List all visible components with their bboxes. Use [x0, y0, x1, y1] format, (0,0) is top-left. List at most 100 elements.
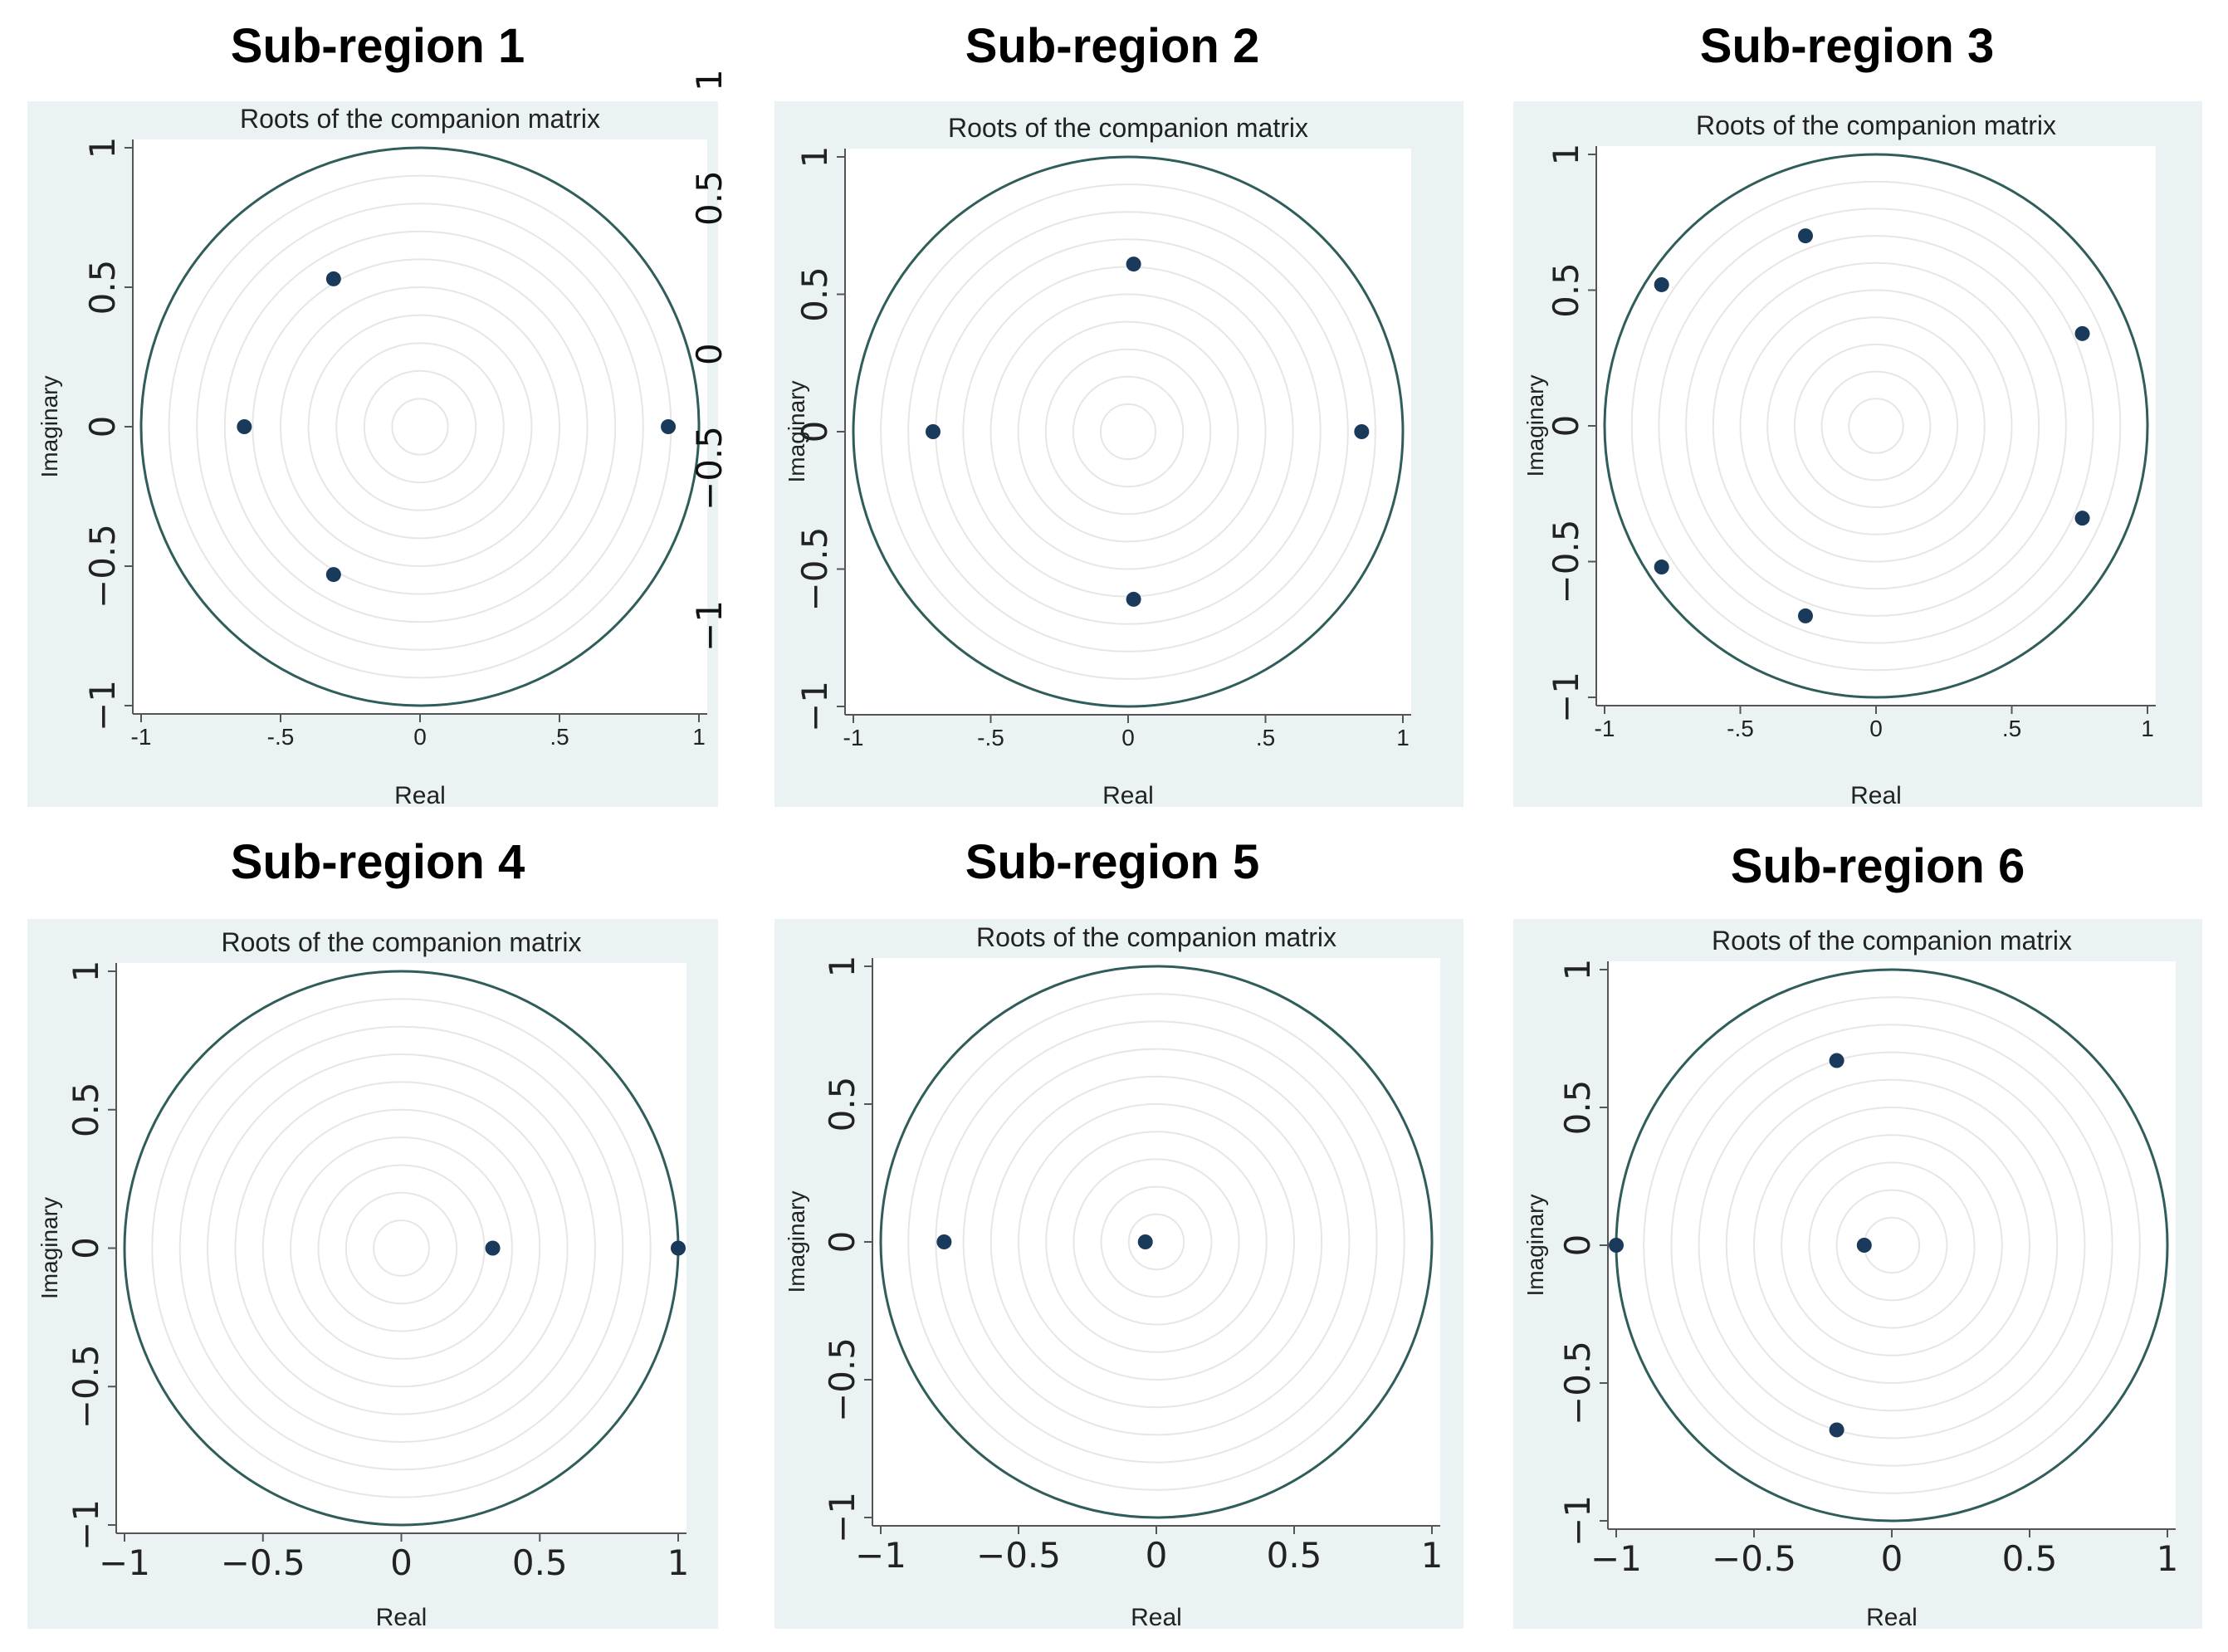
root-point	[1609, 1238, 1624, 1253]
y-tick-label: 0	[794, 421, 835, 443]
unit-circle	[852, 155, 1405, 708]
chart-svg-4: Roots of the companion matrix −1 −0.5 0 0.5 1…	[27, 919, 718, 1629]
x-tick-label: .5	[1256, 725, 1275, 750]
y-tick-label: 1	[822, 956, 862, 978]
x-axis-label: Real	[1850, 782, 1902, 807]
root-point	[2074, 511, 2090, 526]
grid-circle	[1766, 316, 1986, 535]
root-point	[1654, 276, 1669, 292]
grid-circle	[989, 293, 1267, 570]
y-tick-label: 0.5	[1557, 1080, 1598, 1136]
grid-circle	[1018, 1103, 1295, 1381]
root-point	[936, 1234, 952, 1249]
grid-circle	[1630, 180, 2122, 672]
grid-circle	[1100, 1185, 1213, 1298]
root-point	[925, 424, 941, 439]
x-tick-label: −1	[1590, 1538, 1642, 1579]
chart-panel-4: Roots of the companion matrix −1 −0.5 0 0.5 1…	[27, 919, 718, 1629]
grid-circle	[1072, 1158, 1240, 1326]
grid-circle	[1127, 1213, 1185, 1271]
unit-circle	[879, 965, 1434, 1519]
root-point	[2074, 325, 2090, 341]
y-tick-label: −0.5	[66, 1344, 106, 1429]
plot-area	[133, 139, 707, 714]
x-tick-label: 0	[1146, 1535, 1168, 1576]
chart-svg-5: Roots of the companion matrix −1 −0.5 0 0.5 1…	[774, 919, 1463, 1629]
y-tick-label: 0.5	[794, 266, 835, 322]
y-tick-label: −1	[1546, 672, 1586, 723]
chart-svg-2: Roots of the companion matrix-1 -.5 0.5 110…	[774, 101, 1463, 807]
x-tick-label: 1	[692, 724, 706, 750]
grid-circle	[1753, 1107, 2030, 1384]
root-point	[237, 419, 252, 434]
y-axis-label: Imaginary	[37, 1197, 62, 1299]
y-tick-label: −1	[66, 1499, 106, 1551]
region-title-6: Sub-region 6	[1730, 839, 2025, 893]
y-tick-label: −1	[82, 680, 123, 731]
x-tick-label: -1	[1595, 716, 1615, 741]
region-title-2: Sub-region 2	[965, 19, 1260, 73]
y-tick-label: 1	[1557, 959, 1598, 981]
grid-circle	[1820, 370, 1932, 481]
y-tick-label: 0	[82, 416, 123, 438]
x-tick-label: 0.5	[2002, 1538, 2058, 1579]
y-tick-label: 0.5	[82, 260, 123, 315]
x-axis-label: Real	[1102, 782, 1154, 807]
grid-circle	[290, 1136, 513, 1360]
region-title-3: Sub-region 3	[1699, 19, 1995, 73]
grid-circle	[1725, 1078, 2059, 1412]
root-point	[485, 1240, 501, 1256]
x-tick-label: 1	[1396, 725, 1410, 750]
root-point	[1797, 228, 1813, 244]
chart-title: Roots of the companion matrix	[1696, 110, 2056, 140]
unit-circle	[1603, 153, 2149, 699]
x-tick-label: 0	[1121, 725, 1135, 750]
chart-title: Roots of the companion matrix	[948, 113, 1308, 143]
y-axis-label: Imaginary	[784, 381, 809, 483]
x-tick-label: 1	[2141, 716, 2154, 741]
root-point	[1797, 608, 1813, 623]
y-tick-label: −1	[822, 1492, 862, 1543]
root-point	[1856, 1238, 1872, 1253]
grid-circle	[391, 398, 449, 456]
chart-panel-5: Roots of the companion matrix −1 −0.5 0 0.5 1…	[774, 919, 1463, 1629]
grid-circle	[1072, 375, 1185, 488]
x-tick-label: −1	[855, 1535, 906, 1576]
grid-circle	[1835, 1189, 1948, 1302]
grid-circle	[363, 369, 477, 484]
root-point	[325, 271, 341, 286]
x-tick-label: −0.5	[1712, 1538, 1796, 1579]
grid-circle	[1017, 320, 1239, 543]
y-tick-label: 0.5	[1546, 262, 1586, 318]
grid-circle	[962, 1048, 1351, 1436]
root-point	[1829, 1422, 1844, 1438]
y-tick-label: −0.5	[794, 527, 835, 612]
x-tick-label: 0	[1881, 1538, 1903, 1579]
x-tick-label: 1	[667, 1542, 690, 1583]
x-tick-label: 1	[1421, 1535, 1444, 1576]
grid-circle	[207, 1053, 596, 1443]
chart-panel-1: Roots of the companion matrix -1 -.5 0.5 1 1 0…	[27, 101, 718, 807]
y-tick-label: −1	[794, 681, 835, 732]
y-axis-label: Imaginary	[784, 1191, 809, 1293]
stray-axis-label: −0.5	[689, 426, 730, 511]
root-point	[1126, 257, 1141, 272]
y-tick-label: −0.5	[822, 1337, 862, 1422]
grid-circle	[234, 1081, 569, 1415]
grid-circle	[196, 203, 644, 651]
stray-axis-label: 0	[689, 343, 730, 365]
grid-circle	[317, 1164, 486, 1332]
y-axis-label: Imaginary	[1522, 375, 1548, 477]
x-axis-label: Real	[1866, 1604, 1918, 1629]
grid-circle	[907, 211, 1349, 652]
grid-circle	[335, 342, 505, 511]
unit-circle	[139, 146, 701, 707]
x-axis-label: Real	[1131, 1604, 1182, 1629]
grid-circle	[1808, 1161, 1976, 1329]
chart-title: Roots of the companion matrix	[240, 104, 600, 134]
grid-circle	[178, 1025, 624, 1471]
grid-circle	[1670, 1024, 2113, 1467]
grid-circle	[1793, 343, 1959, 509]
plot-area	[1596, 146, 2156, 706]
x-axis-label: Real	[376, 1604, 428, 1629]
